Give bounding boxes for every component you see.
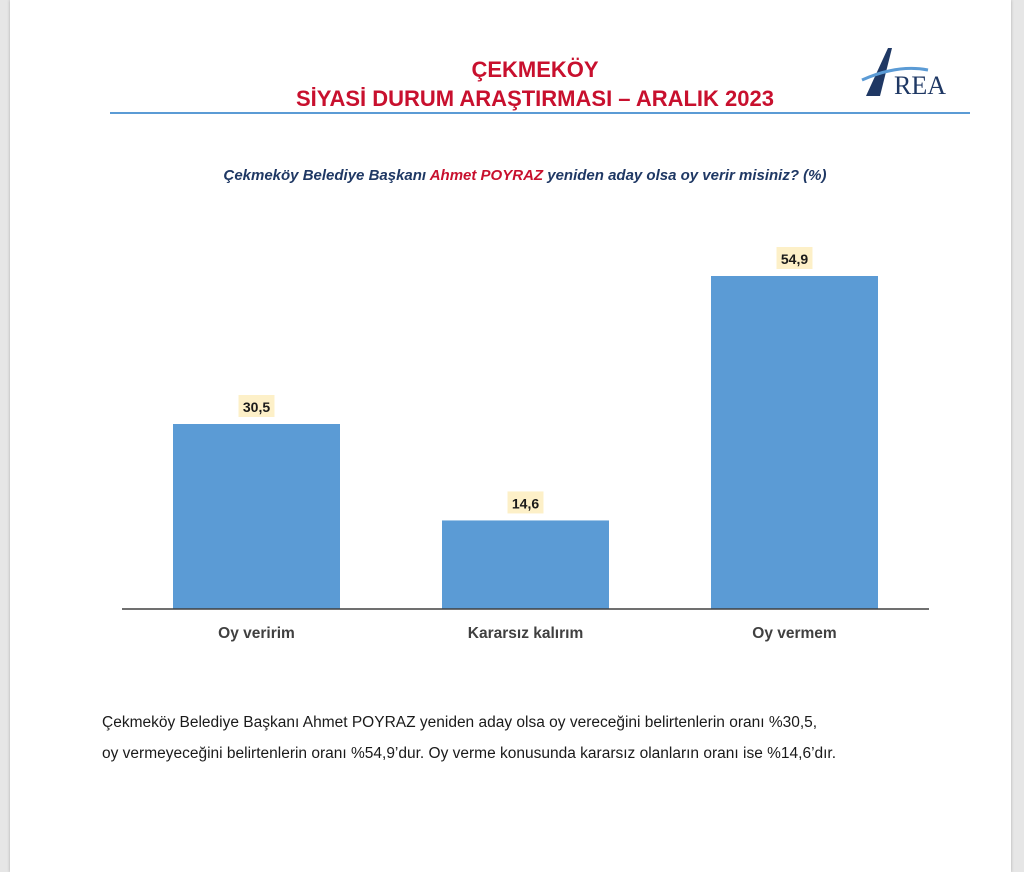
report-title-survey: SİYASİ DURUM ARAŞTIRMASI – ARALIK 2023 — [296, 86, 774, 111]
area-logo: REA — [861, 48, 946, 100]
report-title-district: ÇEKMEKÖY — [471, 57, 599, 82]
category-label: Kararsız kalırım — [468, 625, 583, 642]
bar — [442, 520, 609, 609]
question-part-2: yeniden aday olsa oy verir misiniz? (%) — [543, 167, 827, 184]
summary-line-1: Çekmeköy Belediye Başkanı Ahmet POYRAZ y… — [102, 714, 818, 731]
data-label-background — [776, 247, 813, 269]
bar-chart: 30,5 Oy veririm 14,6 Kararsız kalırım 54,9 Oy… — [122, 247, 929, 642]
bar — [173, 424, 340, 609]
data-label-background — [238, 395, 275, 417]
logo-swoosh — [861, 66, 929, 82]
question-highlight-name: Ahmet POYRAZ — [429, 167, 544, 184]
data-label: 14,6 — [512, 495, 539, 511]
logo-text: REA — [894, 71, 946, 100]
category-label: Oy vermem — [752, 625, 836, 642]
chart-question: Çekmeköy Belediye Başkanı Ahmet POYRAZ y… — [110, 167, 940, 184]
report-page: ÇEKMEKÖY SİYASİ DURUM ARAŞTIRMASI – ARAL… — [10, 0, 1011, 872]
data-label-background — [507, 491, 544, 514]
header-divider — [110, 112, 970, 114]
question-part-1: Çekmeköy Belediye Başkanı — [223, 167, 430, 184]
data-label: 30,5 — [243, 399, 270, 415]
summary-line-2: oy vermeyeceğini belirtenlerin oranı %54… — [102, 745, 837, 762]
data-label: 54,9 — [781, 251, 808, 267]
bar — [711, 276, 878, 609]
category-label: Oy veririm — [218, 625, 295, 642]
summary-text: Çekmeköy Belediye Başkanı Ahmet POYRAZ y… — [102, 707, 972, 769]
